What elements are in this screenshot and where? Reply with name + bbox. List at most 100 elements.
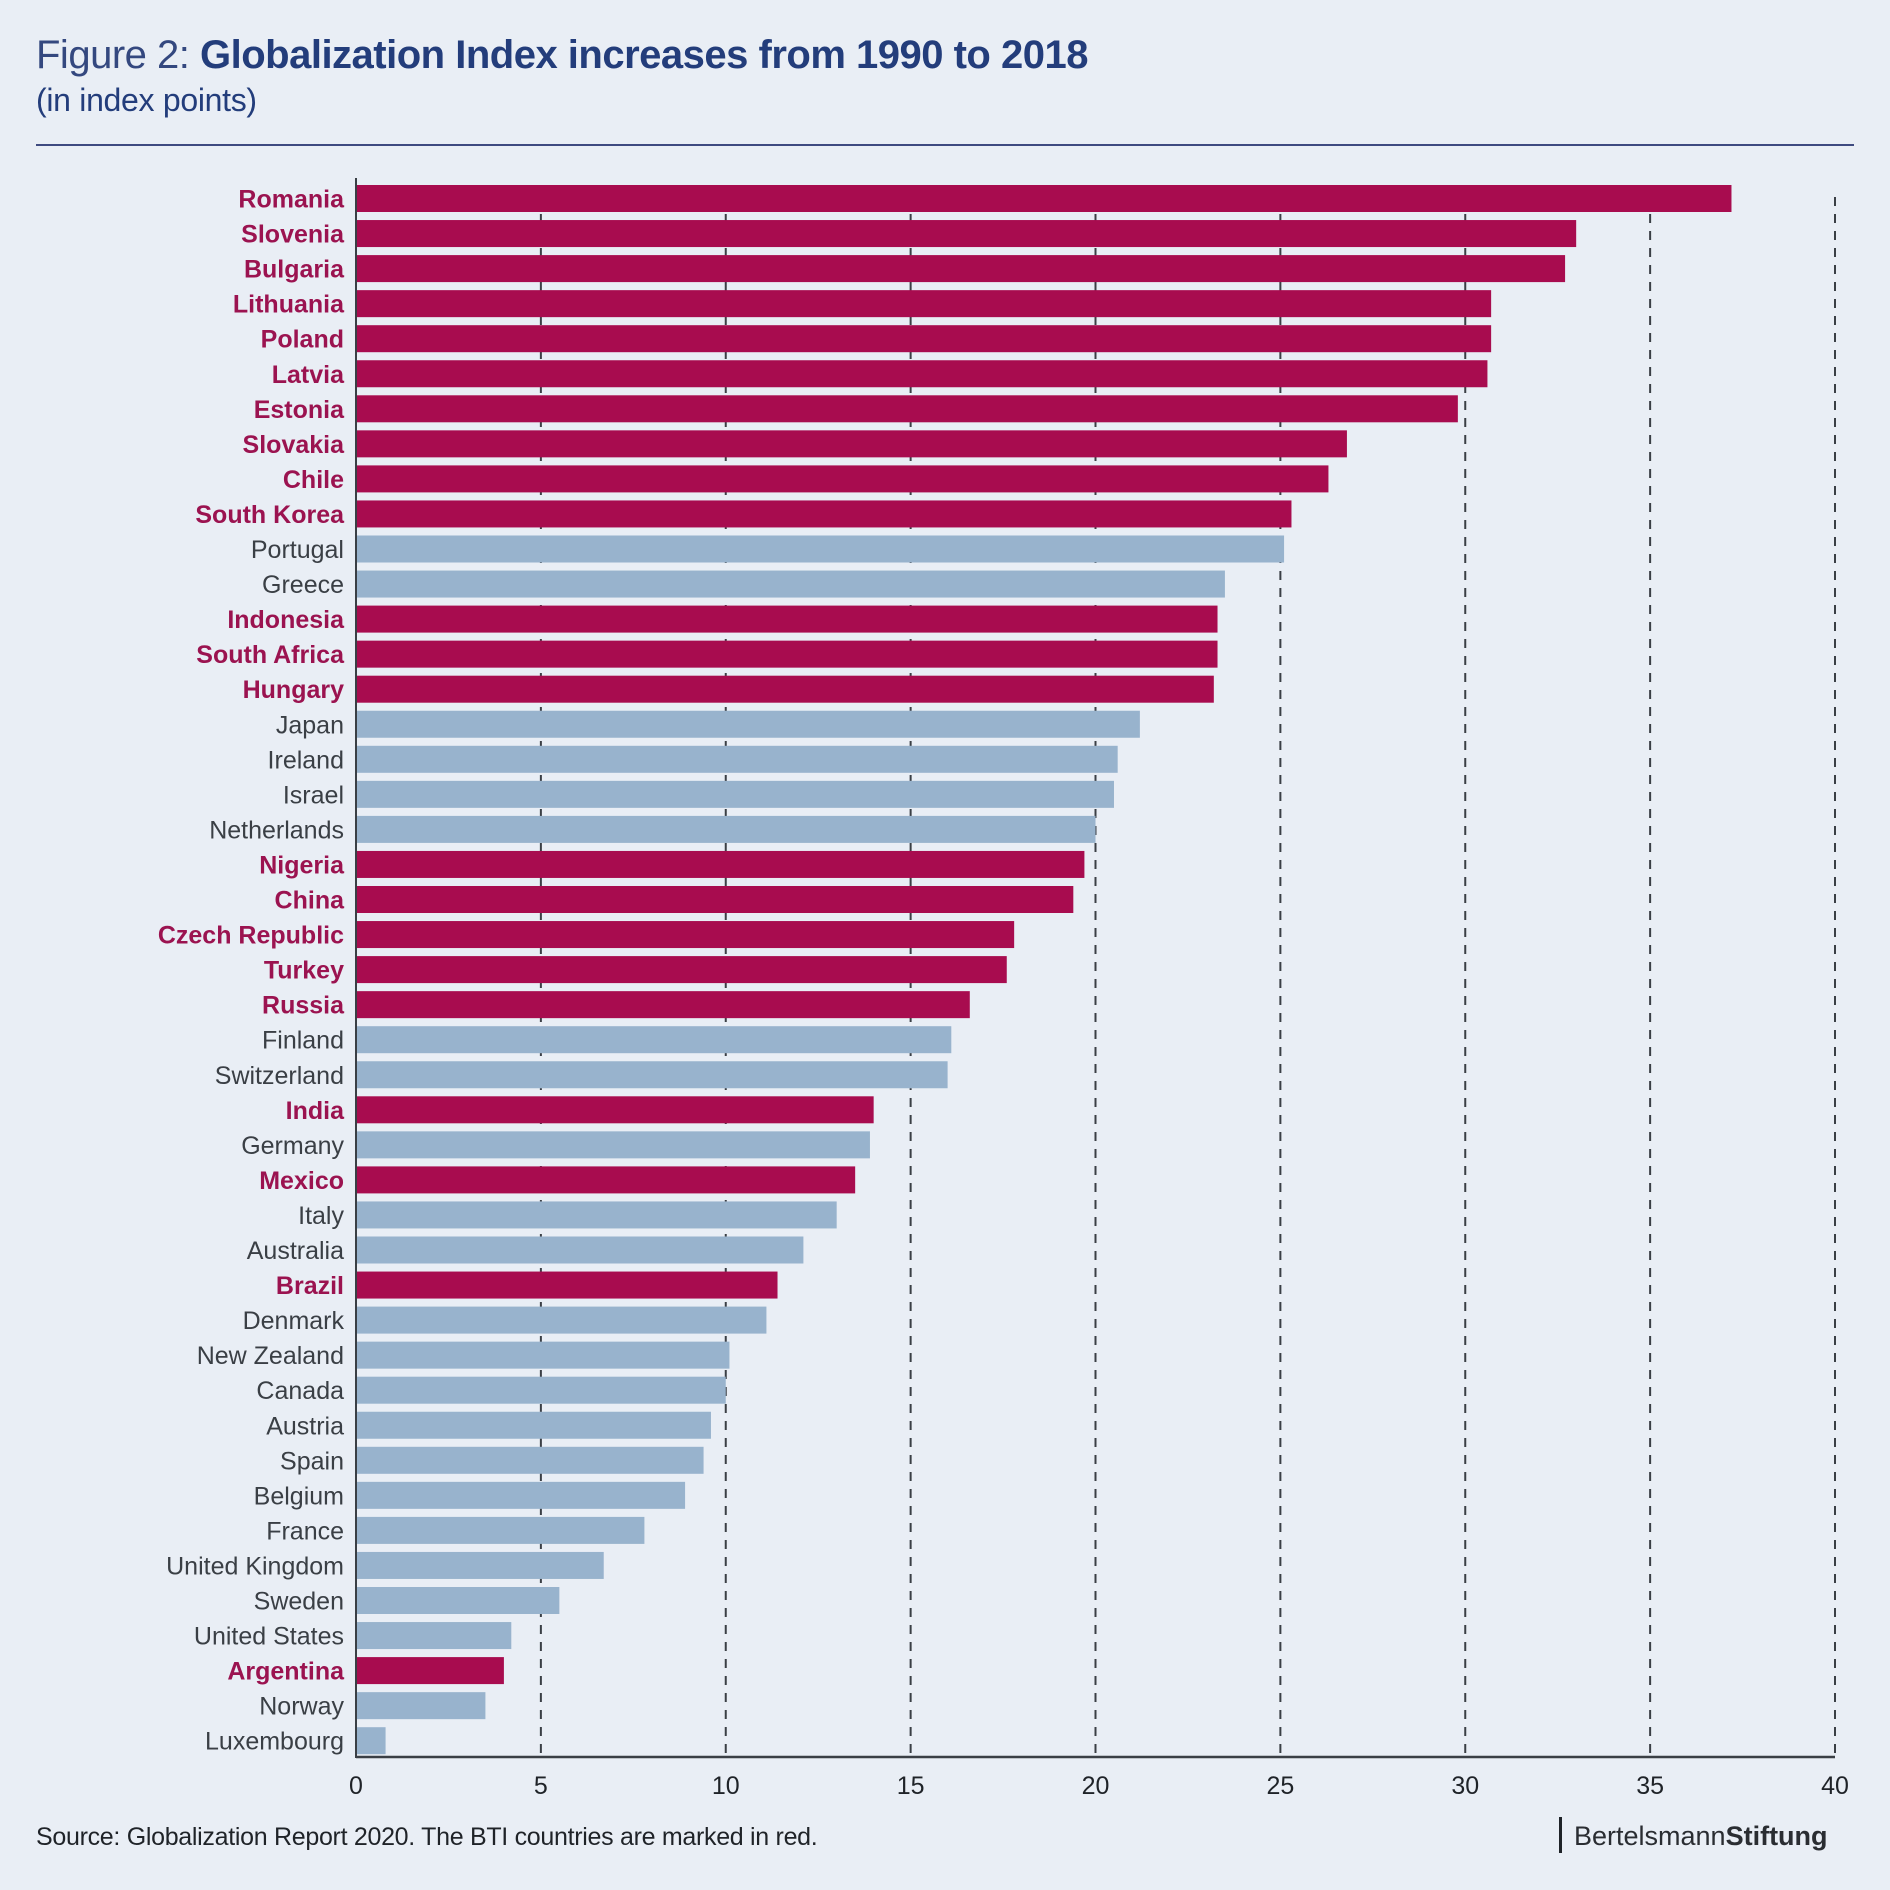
x-tick-label: 0 [349, 1772, 363, 1800]
bar-russia [356, 991, 970, 1019]
x-tick-label: 30 [1451, 1772, 1479, 1800]
bar-switzerland [356, 1061, 948, 1089]
bar-canada [356, 1376, 726, 1404]
bar-greece [356, 570, 1225, 598]
bar-czech-republic [356, 921, 1015, 949]
bar-japan [356, 710, 1140, 738]
brand-name-regular: Bertelsmann [1574, 1821, 1726, 1852]
bar-italy [356, 1201, 837, 1229]
x-tick-label: 20 [1082, 1772, 1110, 1800]
bar-south-korea [356, 500, 1292, 528]
category-label: United States [194, 1623, 344, 1651]
bar-hungary [356, 675, 1214, 703]
category-label: Poland [261, 326, 344, 354]
bar-israel [356, 780, 1114, 808]
category-label: Latvia [272, 361, 345, 389]
category-label: Spain [280, 1447, 344, 1475]
bar-turkey [356, 956, 1007, 984]
brand-name-bold: Stiftung [1725, 1821, 1828, 1852]
category-label: Switzerland [215, 1062, 344, 1090]
bar-china [356, 886, 1074, 913]
category-label: Sweden [254, 1588, 344, 1616]
category-label: South Africa [196, 641, 345, 669]
bar-india [356, 1096, 874, 1124]
category-label: Belgium [254, 1482, 344, 1510]
category-label: Greece [262, 571, 344, 599]
category-label: Russia [262, 992, 345, 1020]
source-note: Source: Globalization Report 2020. The B… [36, 1823, 818, 1851]
bar-united-kingdom [356, 1551, 604, 1579]
category-label: Austria [266, 1412, 344, 1440]
bar-poland [356, 325, 1492, 353]
category-label: Japan [276, 711, 344, 739]
tick-labels: 0 5 10 15 20 25 30 35 40 [349, 1772, 1849, 1800]
bar-france [356, 1516, 645, 1544]
chart-subtitle: (in index points) [36, 82, 257, 118]
category-label: Czech Republic [158, 922, 344, 950]
bar-belgium [356, 1481, 686, 1509]
bar-netherlands [356, 815, 1096, 843]
category-label: Netherlands [209, 816, 344, 844]
axes [355, 178, 1835, 1759]
bar-nigeria [356, 850, 1085, 878]
category-label: Romania [238, 186, 345, 214]
category-label: Chile [283, 466, 344, 494]
header-divider [36, 144, 1854, 146]
category-label: Nigeria [259, 851, 345, 879]
category-label: Israel [283, 781, 344, 809]
bar-romania [356, 185, 1732, 212]
bar-spain [356, 1446, 704, 1474]
category-label: France [266, 1517, 344, 1545]
category-label: India [286, 1097, 345, 1125]
bar-ireland [356, 745, 1118, 773]
x-tick-label: 5 [534, 1772, 548, 1800]
bar-austria [356, 1411, 711, 1439]
category-label: Indonesia [227, 606, 345, 634]
title-line: Figure 2: Globalization Index increases … [36, 30, 1088, 80]
category-label: Italy [298, 1202, 344, 1230]
bar-lithuania [356, 290, 1492, 318]
bar-slovakia [356, 430, 1347, 458]
category-label: Ireland [268, 746, 344, 774]
category-label: United Kingdom [166, 1552, 344, 1580]
bar-slovenia [356, 220, 1577, 248]
category-label: Argentina [227, 1658, 345, 1686]
bar-finland [356, 1026, 952, 1054]
category-label: Norway [259, 1693, 344, 1721]
category-label: New Zealand [197, 1342, 344, 1370]
category-label: China [275, 887, 346, 915]
bar-norway [356, 1692, 486, 1720]
category-label: Denmark [243, 1307, 345, 1335]
category-label: Estonia [254, 396, 345, 424]
bars [356, 185, 1732, 1755]
bar-sweden [356, 1587, 560, 1614]
bar-brazil [356, 1271, 778, 1299]
x-tick-label: 15 [897, 1772, 925, 1800]
bar-latvia [356, 360, 1488, 388]
bar-indonesia [356, 605, 1218, 633]
bar-chile [356, 465, 1329, 493]
category-label: Turkey [264, 957, 344, 985]
bar-bulgaria [356, 255, 1566, 283]
bar-united-states [356, 1622, 512, 1650]
x-tick-label: 10 [712, 1772, 740, 1800]
category-label: South Korea [195, 501, 345, 529]
figure-number: Figure 2: [36, 33, 190, 77]
x-tick-label: 35 [1636, 1772, 1664, 1800]
category-label: Slovenia [241, 221, 345, 249]
category-label: Luxembourg [205, 1728, 344, 1756]
category-label: Australia [247, 1237, 344, 1265]
category-label: Mexico [259, 1167, 344, 1195]
chart-header: Figure 2: Globalization Index increases … [36, 30, 1088, 119]
category-label: Portugal [251, 536, 344, 564]
bar-new-zealand [356, 1341, 730, 1369]
category-label: Canada [256, 1377, 344, 1405]
brand-logo: BertelsmannStiftung [1559, 1817, 1828, 1856]
bar-argentina [356, 1657, 504, 1685]
category-label: Bulgaria [244, 256, 345, 284]
bar-portugal [356, 535, 1285, 563]
category-label: Hungary [243, 676, 345, 704]
bar-mexico [356, 1166, 856, 1194]
category-label: Lithuania [233, 291, 345, 319]
